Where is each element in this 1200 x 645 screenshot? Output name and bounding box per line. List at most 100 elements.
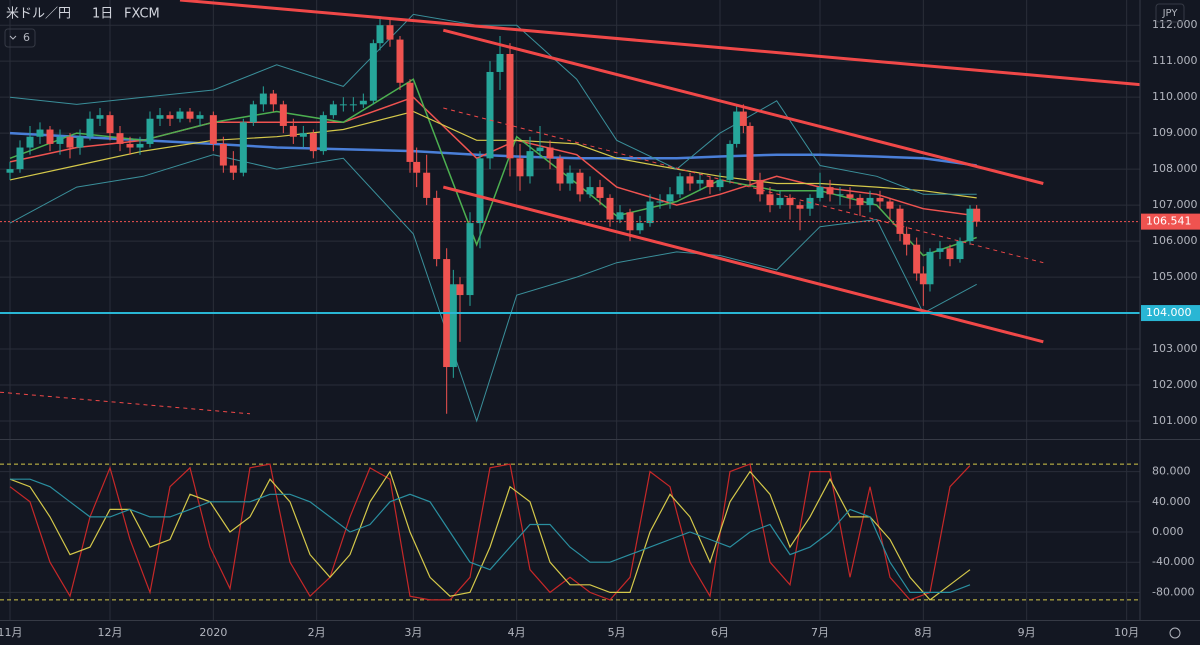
candle-body	[926, 251, 934, 285]
x-tick-label: 12月	[98, 626, 123, 639]
candle-body	[546, 147, 554, 159]
currency-box[interactable]	[1155, 3, 1185, 23]
candle-body	[289, 125, 297, 137]
candle-body	[646, 201, 654, 224]
x-tick-label: 6月	[711, 626, 729, 639]
candle-body	[329, 104, 337, 116]
candle-body	[279, 104, 287, 126]
candle-body	[656, 201, 664, 203]
candle-body	[269, 93, 277, 105]
y-tick-label: 107.000	[1152, 198, 1198, 211]
candle-body	[506, 53, 514, 159]
price-label: 104.000	[1146, 306, 1192, 319]
candle-body	[566, 172, 574, 184]
x-tick-label: 11月	[0, 626, 23, 639]
candle-body	[913, 244, 921, 274]
candle-body	[466, 223, 474, 296]
indicator-toggle[interactable]	[4, 28, 36, 48]
candle-body	[776, 197, 784, 206]
candle-body	[433, 197, 441, 260]
trend-line	[442, 185, 1044, 344]
oscillator-line	[9, 463, 971, 601]
oscillator-line	[10, 478, 971, 593]
x-tick-label: 2月	[308, 626, 326, 639]
candle-body	[556, 158, 564, 184]
symbol-title: 米ドル／円	[6, 7, 71, 22]
candle-body	[966, 208, 974, 242]
candle-body	[816, 187, 824, 198]
y-tick-label: 105.000	[1152, 270, 1198, 283]
candle-body	[586, 187, 594, 195]
candle-body	[536, 147, 544, 152]
candle-body	[319, 115, 327, 152]
x-tick-label: 8月	[914, 626, 932, 639]
candle-body	[146, 118, 154, 144]
indicator-line	[9, 154, 977, 423]
candle-body	[116, 133, 124, 144]
candle-body	[26, 136, 34, 148]
candle-body	[676, 176, 684, 195]
candle-body	[733, 111, 741, 144]
y-tick-label: 109.000	[1152, 126, 1198, 139]
candle-body	[726, 143, 734, 180]
candle-body	[106, 115, 114, 134]
y-tick-label: 103.000	[1152, 342, 1198, 355]
candle-body	[209, 115, 217, 144]
y-tick-label: 101.000	[1152, 414, 1198, 427]
candle-body	[376, 25, 384, 44]
candle-body	[166, 115, 174, 119]
indicator-line	[9, 13, 977, 195]
candle-body	[339, 104, 347, 106]
settings-icon[interactable]	[1169, 627, 1181, 639]
candle-body	[259, 93, 267, 105]
candle-body	[756, 179, 764, 195]
x-tick-label: 10月	[1114, 626, 1139, 639]
candle-body	[76, 136, 84, 148]
candle-body	[526, 151, 534, 177]
candle-body	[973, 208, 981, 222]
candle-body	[406, 82, 414, 162]
price-label: 106.541	[1146, 215, 1192, 228]
y-tick-label: 111.000	[1152, 54, 1198, 67]
candle-body	[596, 187, 604, 198]
candle-body	[716, 179, 724, 188]
candle-body	[423, 172, 431, 198]
candle-body	[796, 205, 804, 209]
candle-body	[476, 158, 484, 224]
candle-body	[456, 284, 464, 296]
y-tick-label: 80.000	[1152, 465, 1191, 478]
x-tick-label: 3月	[404, 626, 422, 639]
x-tick-label: 4月	[508, 626, 526, 639]
candle-body	[186, 111, 194, 119]
indicator-count: 6	[23, 31, 30, 44]
candle-body	[886, 201, 894, 209]
y-tick-label: 110.000	[1152, 90, 1198, 103]
candle-body	[299, 133, 307, 137]
candle-body	[239, 122, 247, 173]
candle-body	[706, 179, 714, 188]
candle-body	[136, 143, 144, 148]
candle-body	[686, 176, 694, 184]
price-label-box	[1141, 213, 1200, 230]
trend-line	[179, 0, 1140, 87]
oscillator-line	[9, 470, 971, 601]
candle-body	[359, 100, 367, 105]
x-tick-label: 2020	[199, 626, 227, 639]
candle-body	[826, 187, 834, 195]
candle-body	[956, 241, 964, 260]
indicator-line	[9, 110, 977, 199]
candle-body	[866, 197, 874, 206]
candle-body	[156, 115, 164, 119]
candle-body	[449, 284, 457, 368]
candle-body	[836, 194, 844, 196]
candle-body	[96, 115, 104, 119]
candle-body	[516, 158, 524, 177]
candle-body	[369, 43, 377, 101]
candle-body	[86, 118, 94, 137]
y-tick-label: 0.000	[1152, 525, 1184, 538]
trend-line	[442, 28, 1044, 185]
y-tick-label: 40.000	[1152, 495, 1191, 508]
y-tick-label: 108.000	[1152, 162, 1198, 175]
